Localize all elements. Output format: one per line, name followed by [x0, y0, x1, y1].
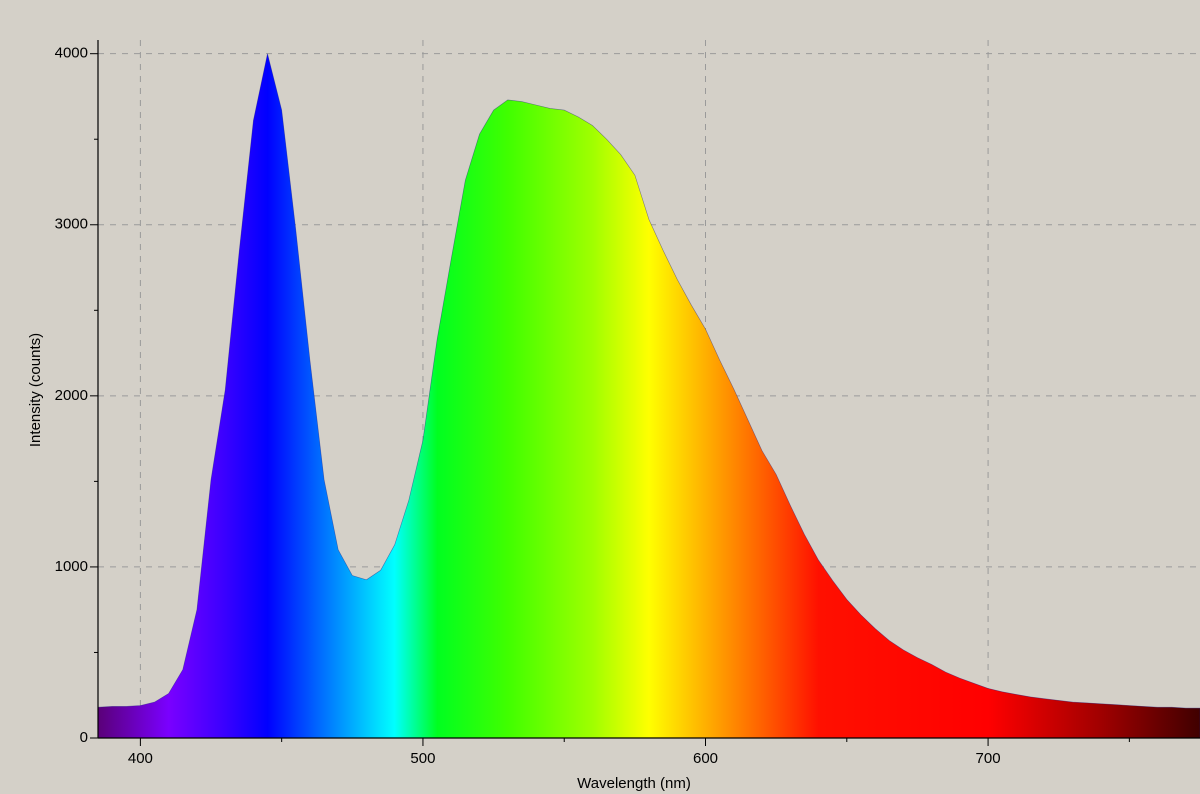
y-tick-label: 1000 — [55, 558, 88, 575]
y-tick-label: 3000 — [55, 216, 88, 233]
x-tick-label: 500 — [410, 750, 435, 767]
plot-area — [97, 53, 1200, 739]
x-tick-label: 600 — [693, 750, 718, 767]
y-tick-label: 0 — [80, 729, 88, 746]
x-axis-label: Wavelength (nm) — [577, 775, 691, 792]
x-tick-label: 400 — [128, 750, 153, 767]
y-tick-label: 2000 — [55, 387, 88, 404]
y-axis-label: Intensity (counts) — [27, 333, 44, 447]
spectrum-area — [97, 53, 1200, 739]
x-tick-label: 700 — [976, 750, 1001, 767]
y-tick-label: 4000 — [55, 45, 88, 62]
axes: 0 1000 2000 3000 4000 400 500 600 700 — [55, 40, 1200, 767]
